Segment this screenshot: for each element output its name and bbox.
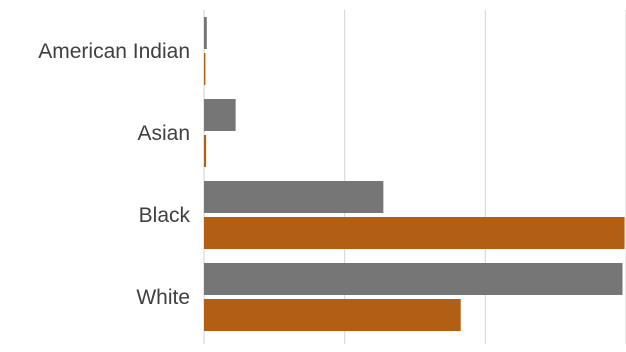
bar-white-series-2 <box>204 299 461 331</box>
bars <box>204 17 625 331</box>
category-labels: American Indian Asian Black White <box>38 40 190 309</box>
bar-asian-series-2 <box>204 135 207 167</box>
bar-asian-series-1 <box>204 99 236 131</box>
category-label: White <box>136 286 190 309</box>
bar-white-series-1 <box>204 263 623 295</box>
bar-black-series-1 <box>204 181 384 213</box>
bar-american-indian-series-1 <box>204 17 207 49</box>
category-label: Asian <box>137 122 190 145</box>
category-label: American Indian <box>38 40 190 63</box>
category-label: Black <box>139 204 191 227</box>
bar-american-indian-series-2 <box>204 53 206 85</box>
bar-black-series-2 <box>204 217 625 249</box>
